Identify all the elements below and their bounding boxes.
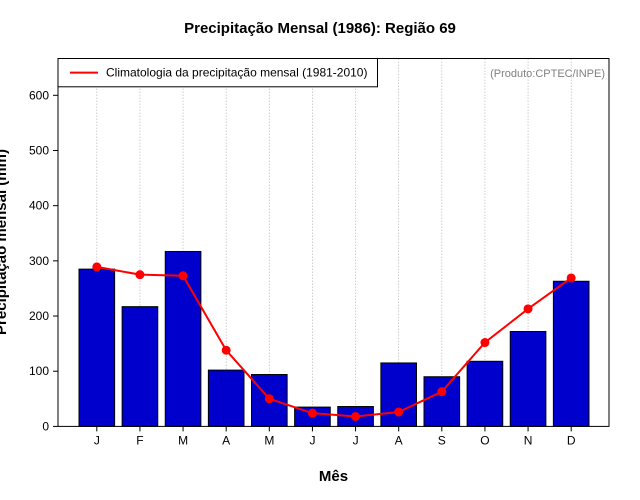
svg-text:D: D bbox=[567, 433, 576, 447]
svg-text:F: F bbox=[136, 433, 143, 447]
svg-text:N: N bbox=[524, 433, 533, 447]
svg-text:600: 600 bbox=[29, 88, 49, 102]
svg-text:100: 100 bbox=[29, 364, 49, 378]
svg-text:J: J bbox=[353, 433, 359, 447]
svg-text:A: A bbox=[395, 433, 403, 447]
svg-text:S: S bbox=[438, 433, 446, 447]
svg-text:J: J bbox=[94, 433, 100, 447]
svg-text:Climatologia da precipitação m: Climatologia da precipitação mensal (198… bbox=[106, 66, 367, 80]
svg-text:A: A bbox=[222, 433, 230, 447]
svg-text:300: 300 bbox=[29, 254, 49, 268]
svg-text:500: 500 bbox=[29, 143, 49, 157]
svg-text:J: J bbox=[309, 433, 315, 447]
svg-text:M: M bbox=[264, 433, 274, 447]
svg-text:O: O bbox=[480, 433, 489, 447]
svg-text:0: 0 bbox=[42, 419, 49, 433]
svg-text:400: 400 bbox=[29, 199, 49, 213]
svg-text:200: 200 bbox=[29, 309, 49, 323]
svg-text:M: M bbox=[178, 433, 188, 447]
